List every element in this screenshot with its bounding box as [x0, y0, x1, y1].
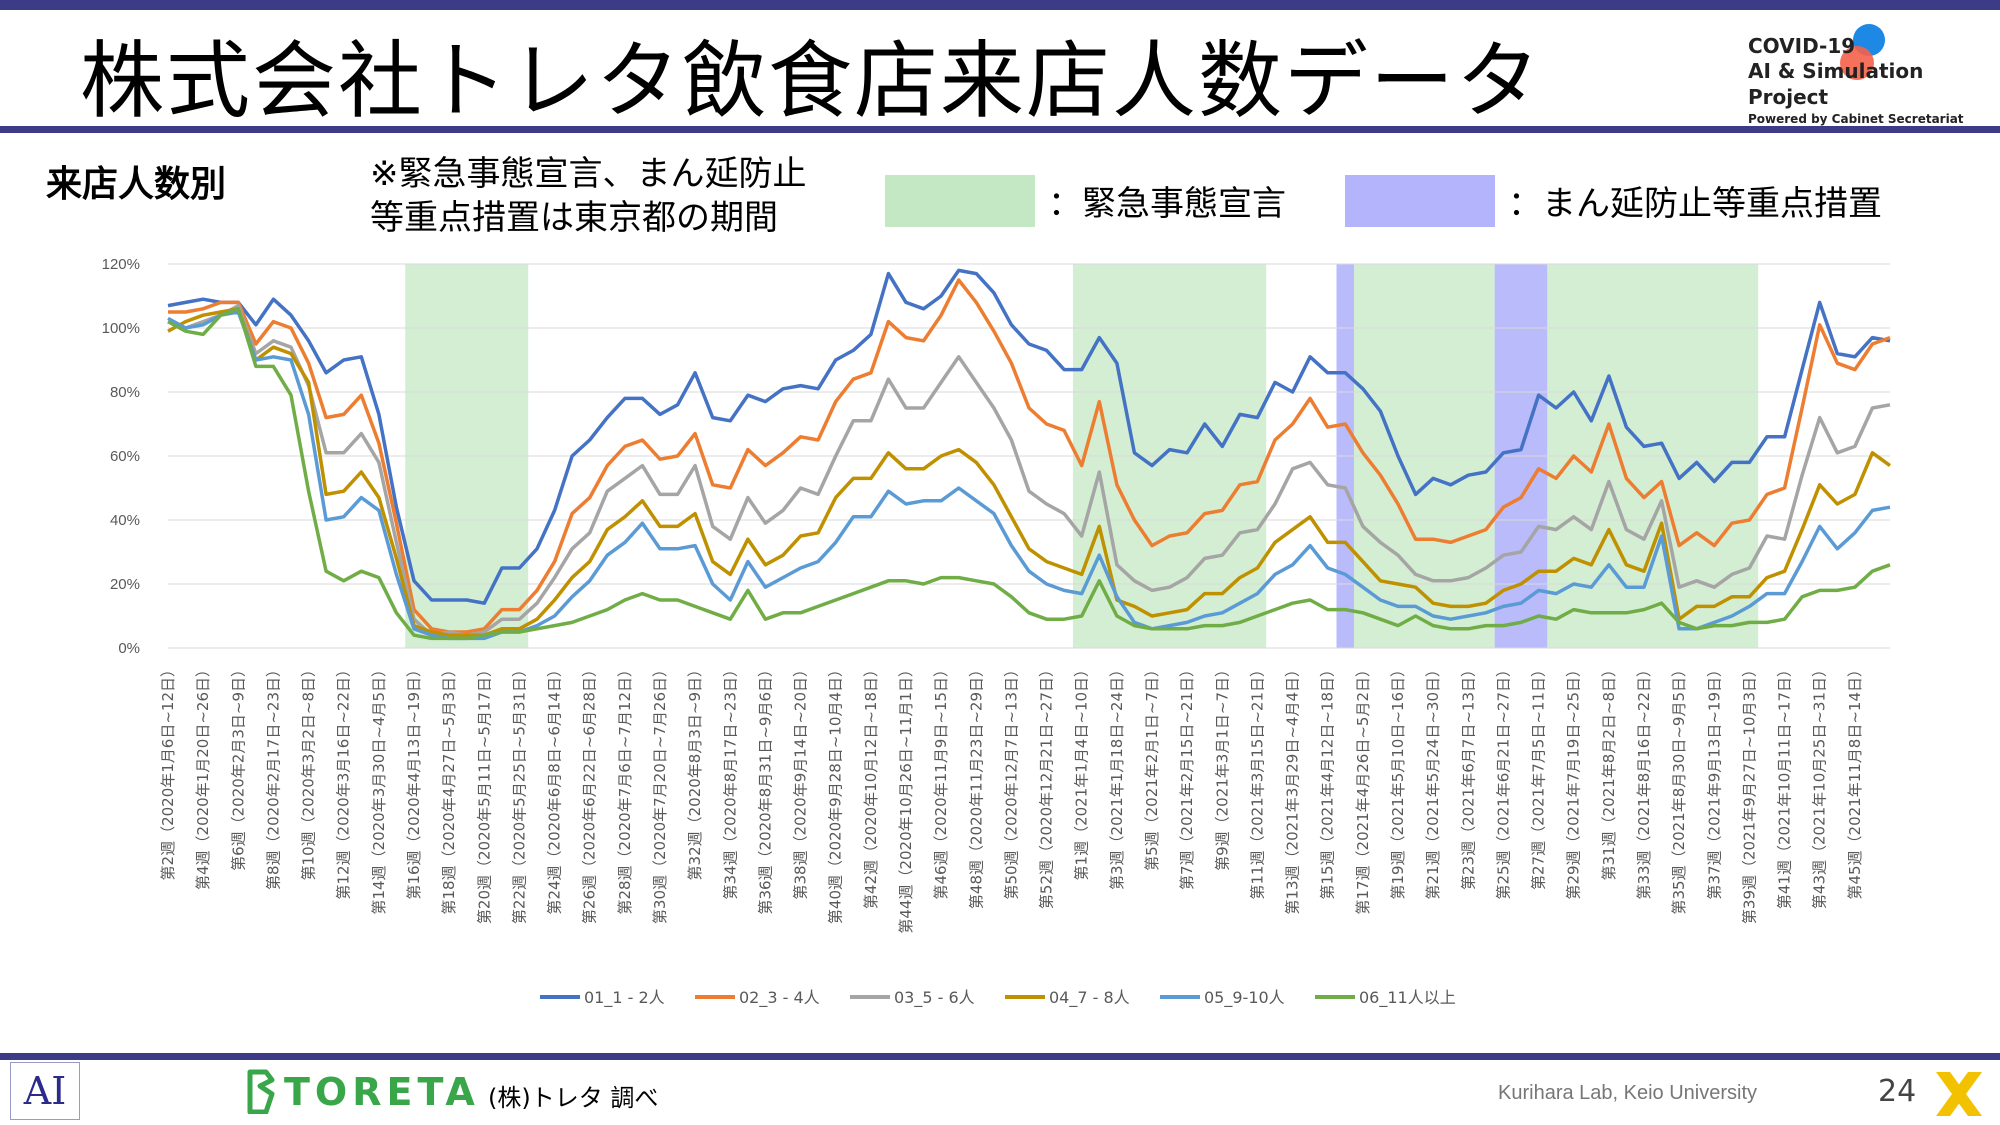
- x-tick-label: 第4週（2020年1月20日~26日）: [194, 662, 212, 890]
- x-tick-label: 第42週（2020年10月12日~18日）: [862, 662, 880, 909]
- page-title: 株式会社トレタ飲食店来店人数データ: [80, 32, 1543, 130]
- x-tick-label: 第41週（2021年10月11日~17日）: [1776, 662, 1794, 909]
- x-tick-label: 第48週（2020年11月23日~29日）: [967, 662, 985, 909]
- legend-label: 06_11人以上: [1359, 988, 1456, 1008]
- x-tick-label: 第26週（2020年6月22日~6月28日）: [581, 662, 599, 924]
- legend-label: 02_3 - 4人: [739, 988, 820, 1008]
- legend-manen-label: ：まん延防止等重点措置: [1508, 184, 1882, 224]
- covid-logo-line3: Powered by Cabinet Secretariat: [1748, 112, 1964, 126]
- lab-credit: Kurihara Lab, Keio University: [1498, 1082, 1758, 1104]
- x-tick-label: 第32週（2020年8月3日~9日）: [686, 662, 704, 880]
- series-line: [167, 307, 1892, 637]
- x-tick-label: 第27週（2021年7月5日~11日）: [1530, 662, 1548, 890]
- visitor-line-chart: 0% 20% 40% 60% 80% 100% 120% 第2週（2020年1月6日~12日）…: [102, 256, 1892, 1008]
- covid-logo-line1: COVID-19: [1748, 34, 1856, 58]
- title-divider: [0, 126, 2000, 133]
- series-line: [167, 307, 1891, 641]
- section-label: 来店人数別: [46, 164, 227, 205]
- x-tick-label: 第36週（2020年8月31日~9月6日）: [756, 662, 774, 915]
- ai-lab-logo: AI: [10, 1062, 80, 1120]
- x-tick-label: 第2週（2020年1月6日~12日）: [159, 662, 177, 880]
- x-tick-label: 第25週（2021年6月21日~27日）: [1494, 662, 1512, 900]
- x-tick-label: 第28週（2020年7月6日~7月12日）: [616, 662, 634, 915]
- x-tick-label: 第35週（2021年8月30日~9月5日）: [1670, 662, 1688, 915]
- page-number: 24: [1878, 1074, 1917, 1109]
- y-tick-label: 40%: [110, 512, 140, 529]
- x-tick-label: 第13週（2021年3月29日~4月4日）: [1284, 662, 1302, 915]
- legend-label: 01_1 - 2人: [584, 988, 665, 1008]
- x-tick-label: 第18週（2020年4月27日~5月3日）: [440, 662, 458, 915]
- x-tick-label: 第31週（2021年8月2日~8日）: [1600, 662, 1618, 880]
- x-tick-label: 第45週（2021年11月8日~14日）: [1846, 662, 1864, 900]
- toreta-logo: TORETA: [284, 1070, 480, 1114]
- x-tick-label: 第1週（2021年1月4日~10日）: [1073, 662, 1091, 880]
- footer-divider: [0, 1053, 2000, 1060]
- x-tick-label: 第38週（2020年9月14日~20日）: [792, 662, 810, 900]
- covid-project-logo: COVID-19 AI & Simulation Project Powered…: [1748, 34, 2000, 128]
- covid-logo-red-dot: [1840, 46, 1874, 80]
- x-tick-label: 第44週（2020年10月26日~11月1日）: [897, 662, 915, 934]
- x-tick-label: 第29週（2021年7月19日~25日）: [1565, 662, 1583, 900]
- x-tick-label: 第8週（2020年2月17日~23日）: [264, 662, 282, 890]
- legend-label: 04_7 - 8人: [1049, 988, 1130, 1008]
- x-tick-label: 第20週（2020年5月11日~5月17日）: [475, 662, 493, 924]
- x-tick-label: 第43週（2021年10月25日~31日）: [1811, 662, 1829, 909]
- x-tick-label: 第23週（2021年6月7日~13日）: [1459, 662, 1477, 890]
- series-line: [167, 268, 1891, 605]
- x-tick-label: 第39週（2021年9月27日~10月3日）: [1740, 662, 1758, 924]
- toreta-leaf-icon: [247, 1069, 275, 1114]
- y-tick-label: 100%: [102, 320, 140, 337]
- x-tick-label: 第15週（2021年4月12日~18日）: [1319, 662, 1337, 900]
- x-tick-label: 第19週（2021年5月10日~16日）: [1389, 662, 1407, 900]
- legend-emergency-label: ：緊急事態宣言: [1048, 184, 1286, 224]
- x-tick-label: 第33週（2021年8月16日~22日）: [1635, 662, 1653, 900]
- x-tick-label: 第9週（2021年3月1日~7日）: [1213, 662, 1231, 871]
- x-tick-label: 第17週（2021年4月26日~5月2日）: [1354, 662, 1372, 915]
- legend-manen-swatch: [1345, 175, 1495, 227]
- data-source: (株)トレタ 調べ: [488, 1084, 659, 1112]
- legend-label: 05_9-10人: [1204, 988, 1285, 1008]
- x-brand-icon: [1936, 1072, 1982, 1116]
- period-note: ※緊急事態宣言、まん延防止 等重点措置は東京都の期間: [370, 152, 807, 240]
- x-tick-label: 第46週（2020年11月9日~15日）: [932, 662, 950, 900]
- x-tick-label: 第10週（2020年3月2日~8日）: [300, 662, 318, 880]
- x-tick-label: 第34週（2020年8月17日~23日）: [721, 662, 739, 900]
- x-tick-label: 第3週（2021年1月18日~24日）: [1108, 662, 1126, 890]
- y-tick-label: 120%: [102, 256, 140, 273]
- x-tick-label: 第37週（2021年9月13日~19日）: [1705, 662, 1723, 900]
- y-tick-label: 0%: [118, 640, 140, 657]
- x-tick-label: 第16週（2020年4月13日~19日）: [405, 662, 423, 900]
- covid-logo-line2: AI & Simulation Project: [1748, 59, 1924, 109]
- x-tick-label: 第5週（2021年2月1日~7日）: [1143, 662, 1161, 871]
- y-tick-label: 60%: [110, 448, 140, 465]
- x-tick-label: 第52週（2020年12月21日~27日）: [1038, 662, 1056, 909]
- x-tick-label: 第40週（2020年9月28日~10月4日）: [827, 662, 845, 924]
- top-accent-bar: [0, 0, 2000, 10]
- x-tick-label: 第21週（2021年5月24日~30日）: [1424, 662, 1442, 900]
- x-tick-label: 第6週（2020年2月3日~9日）: [229, 662, 247, 871]
- legend-emergency-swatch: [885, 175, 1035, 227]
- legend-label: 03_5 - 6人: [894, 988, 975, 1008]
- period-note-line2: 等重点措置は東京都の期間: [370, 198, 778, 238]
- x-tick-label: 第14週（2020年3月30日~4月5日）: [370, 662, 388, 915]
- x-tick-label: 第24週（2020年6月8日~6月14日）: [546, 662, 564, 915]
- period-note-line1: ※緊急事態宣言、まん延防止: [370, 154, 807, 194]
- x-tick-label: 第22週（2020年5月25日~5月31日）: [510, 662, 528, 924]
- x-tick-label: 第7週（2021年2月15日~21日）: [1178, 662, 1196, 890]
- y-tick-label: 80%: [110, 384, 140, 401]
- x-tick-label: 第12週（2020年3月16日~22日）: [335, 662, 353, 900]
- series-line: [167, 303, 1891, 637]
- x-tick-label: 第11週（2021年3月15日~21日）: [1248, 662, 1266, 900]
- x-tick-label: 第50週（2020年12月7日~13日）: [1002, 662, 1020, 900]
- y-tick-label: 20%: [110, 576, 140, 593]
- x-tick-label: 第30週（2020年7月20日~7月26日）: [651, 662, 669, 924]
